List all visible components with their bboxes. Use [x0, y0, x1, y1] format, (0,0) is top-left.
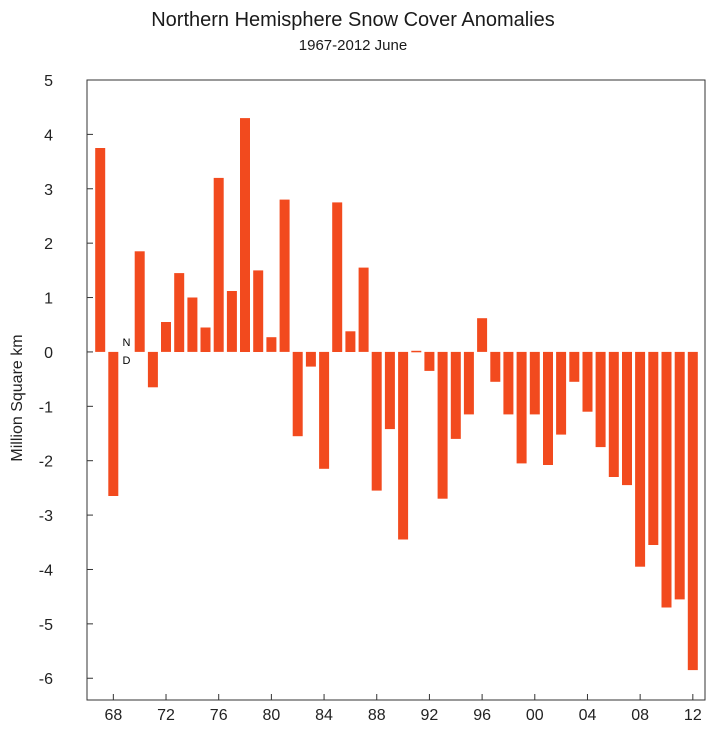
x-tick-label: 72 [157, 707, 175, 724]
plot-border [86, 79, 706, 701]
bar-1972 [161, 322, 171, 352]
bar-1976 [213, 177, 224, 352]
bar-2002 [556, 351, 567, 435]
bar-1979 [253, 270, 264, 352]
bar-1997 [490, 351, 501, 382]
bar-2005 [595, 351, 606, 448]
bar-2001 [543, 351, 553, 465]
bar-1992 [424, 351, 435, 371]
bar-2000 [529, 351, 540, 415]
bar-2004 [582, 351, 593, 412]
bar-1984 [319, 351, 330, 469]
bar-1983 [305, 351, 316, 367]
bar-1996 [477, 318, 488, 352]
y-tick-label: -2 [39, 454, 53, 471]
y-tick-label: 3 [44, 182, 53, 199]
plot-frame [86, 79, 706, 701]
bar-1991 [411, 350, 422, 353]
bar-1985 [332, 202, 343, 352]
bar-1967 [95, 148, 106, 352]
bar-1973 [174, 273, 185, 352]
bars-group: ND [95, 118, 698, 671]
x-tick-label: 68 [104, 707, 122, 724]
x-tick-label: 12 [684, 707, 702, 724]
y-tick-label: 1 [44, 291, 53, 308]
bar-2008 [635, 351, 646, 567]
no-data-label-d: D [123, 355, 131, 367]
y-tick-label: 5 [44, 73, 53, 90]
x-tick-label: 00 [526, 707, 544, 724]
y-tick-label: -4 [39, 562, 53, 579]
bar-1971 [147, 351, 158, 388]
y-tick-label: -3 [39, 508, 53, 525]
bar-1994 [450, 351, 461, 439]
y-axis: 5 4 3 2 1 0 -1 -2 -3 -4 -5 -6 [39, 73, 93, 688]
y-axis-label: Million Square km [9, 334, 26, 461]
bar-1968 [108, 351, 119, 496]
bar-1990 [398, 351, 409, 540]
chart-title: Northern Hemisphere Snow Cover Anomalies [151, 9, 555, 31]
bar-2003 [569, 351, 580, 382]
y-tick-label: 4 [44, 127, 53, 144]
x-tick-label: 88 [368, 707, 386, 724]
x-tick-label: 84 [315, 707, 333, 724]
bar-1986 [345, 331, 356, 352]
bar-1995 [463, 351, 474, 415]
bar-1978 [240, 118, 250, 352]
bar-1989 [384, 351, 395, 430]
bar-1998 [503, 351, 514, 415]
x-axis: 68 72 76 80 84 88 92 96 00 04 08 12 [104, 694, 702, 724]
bar-1988 [371, 351, 382, 491]
bar-2010 [661, 351, 672, 608]
bar-1970 [134, 251, 145, 352]
y-tick-label: -6 [39, 671, 53, 688]
x-tick-label: 76 [210, 707, 228, 724]
x-tick-label: 80 [262, 707, 280, 724]
bar-1999 [516, 351, 527, 464]
bar-1977 [226, 291, 237, 352]
bar-1975 [200, 327, 211, 352]
y-tick-label: -1 [39, 399, 53, 416]
chart-subtitle: 1967-2012 June [298, 37, 408, 54]
y-tick-label: 2 [44, 236, 53, 253]
bar-2012 [687, 351, 698, 671]
bar-2011 [674, 351, 685, 600]
bar-1987 [358, 267, 369, 352]
bar-2009 [648, 351, 659, 545]
y-tick-label: -5 [39, 617, 53, 634]
bar-1981 [279, 199, 290, 352]
bar-1982 [292, 351, 303, 437]
x-tick-label: 04 [579, 707, 597, 724]
bar-2006 [608, 351, 619, 477]
x-tick-label: 92 [421, 707, 439, 724]
bar-1993 [437, 351, 448, 499]
bar-1980 [266, 337, 277, 352]
x-tick-label: 08 [631, 707, 649, 724]
bar-2007 [622, 351, 632, 486]
y-tick-label: 0 [44, 345, 53, 362]
no-data-label-n: N [123, 337, 131, 349]
x-tick-label: 96 [473, 707, 491, 724]
bar-1974 [187, 297, 198, 352]
